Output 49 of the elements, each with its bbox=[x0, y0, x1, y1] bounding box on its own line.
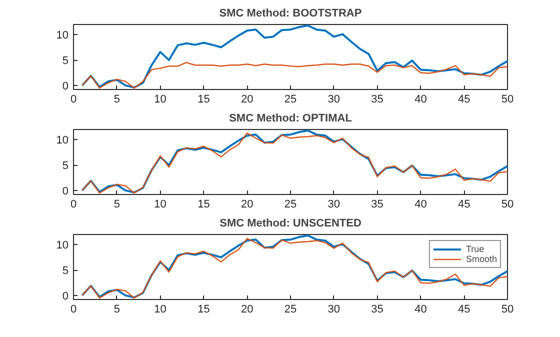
y-tick-label: 5 bbox=[62, 160, 69, 172]
x-tick-label: 20 bbox=[240, 198, 254, 210]
x-tick-label: 45 bbox=[458, 94, 470, 106]
x-tick-label: 25 bbox=[284, 304, 297, 316]
x-tick-label: 20 bbox=[240, 94, 254, 106]
y-tick-label: 0 bbox=[62, 185, 69, 198]
x-tick-label: 40 bbox=[414, 304, 427, 316]
x-tick-label: 35 bbox=[371, 198, 384, 210]
y-tick-label: 0 bbox=[62, 290, 69, 302]
y-tick-label: 5 bbox=[62, 55, 69, 68]
x-tick-label: 35 bbox=[371, 304, 384, 316]
x-tick-label: 10 bbox=[154, 198, 166, 210]
x-tick-label: 45 bbox=[458, 198, 470, 210]
x-tick-label: 0 bbox=[70, 94, 77, 106]
x-tick-label: 5 bbox=[114, 198, 120, 210]
x-tick-label: 5 bbox=[114, 94, 120, 106]
chart-title: SMC Method: BOOTSTRAP bbox=[219, 8, 362, 20]
legend-label: Smooth bbox=[466, 254, 497, 264]
x-tick-label: 40 bbox=[414, 198, 427, 210]
x-tick-label: 40 bbox=[414, 94, 427, 106]
line-series bbox=[82, 62, 508, 89]
x-tick-label: 35 bbox=[371, 94, 384, 106]
x-tick-label: 10 bbox=[154, 304, 166, 316]
x-tick-label: 25 bbox=[284, 198, 297, 210]
x-tick-label: 20 bbox=[240, 304, 254, 316]
y-tick-label: 5 bbox=[62, 265, 69, 278]
line-series bbox=[81, 24, 508, 88]
chart-title: SMC Method: OPTIMAL bbox=[229, 112, 352, 124]
y-tick-label: 10 bbox=[56, 240, 69, 252]
chart-title: SMC Method: UNSCENTED bbox=[220, 218, 362, 230]
x-tick-label: 15 bbox=[198, 198, 210, 210]
x-tick-label: 45 bbox=[458, 304, 470, 316]
x-tick-label: 0 bbox=[70, 304, 77, 316]
x-tick-label: 30 bbox=[328, 304, 340, 316]
x-tick-label: 30 bbox=[328, 198, 340, 210]
x-tick-label: 50 bbox=[501, 198, 514, 210]
x-tick-label: 50 bbox=[501, 304, 514, 316]
x-tick-label: 15 bbox=[198, 94, 210, 106]
x-tick-label: 5 bbox=[114, 304, 120, 316]
y-tick-label: 0 bbox=[62, 80, 69, 92]
y-tick-label: 10 bbox=[56, 134, 69, 147]
x-tick-label: 15 bbox=[198, 304, 210, 316]
x-tick-label: 0 bbox=[70, 198, 77, 210]
x-tick-label: 30 bbox=[328, 94, 340, 106]
x-tick-label: 50 bbox=[501, 94, 514, 106]
x-tick-label: 10 bbox=[154, 94, 166, 106]
x-tick-label: 25 bbox=[284, 94, 297, 106]
legend-label: True bbox=[466, 244, 486, 254]
y-tick-label: 10 bbox=[56, 30, 69, 42]
